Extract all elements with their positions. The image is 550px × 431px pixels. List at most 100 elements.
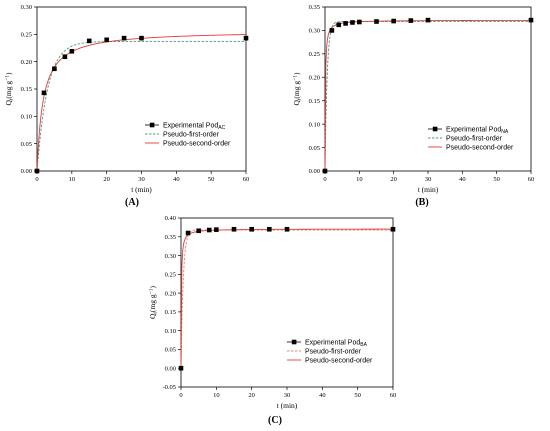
experimental-point xyxy=(284,226,290,232)
y-tick-label: 0.40 xyxy=(165,215,176,222)
y-axis-label: Qt(mg g−1) xyxy=(292,72,303,106)
x-tick-label: 50 xyxy=(493,176,500,183)
legend-label: Pseudo-first-order xyxy=(446,135,503,142)
chart-panel-1: 0 10 20 30 40 50 60 0.00 0.05 0.10 0.15 0.20 0.25 0.3… xyxy=(4,4,249,208)
y-label-symbol: Q xyxy=(148,313,157,319)
experimental-point xyxy=(62,54,68,60)
y-label-close: ) xyxy=(292,72,301,75)
x-tick-label: 30 xyxy=(138,176,145,183)
x-tick-label: 40 xyxy=(173,176,180,183)
legend-text: Pseudo-first-order xyxy=(446,135,503,142)
experimental-point xyxy=(121,35,127,41)
legend-text: Experimental Pod xyxy=(305,339,360,346)
y-tick-label: 0.35 xyxy=(165,234,176,241)
legend-marker xyxy=(432,126,438,132)
x-tick-label: 40 xyxy=(459,176,466,183)
y-tick-label: 0.20 xyxy=(21,59,32,66)
x-tick-label: 60 xyxy=(528,176,535,183)
y-label-subscript: t xyxy=(297,98,303,100)
experimental-point xyxy=(374,19,379,24)
x-tick-label: 20 xyxy=(248,392,255,399)
experimental-point xyxy=(139,35,144,41)
y-tick-label: 0.30 xyxy=(21,4,32,11)
legend-label: Pseudo-second-order xyxy=(446,144,514,151)
x-tick-label: 20 xyxy=(103,176,110,183)
experimental-point xyxy=(390,226,396,232)
legend-label: Pseudo-first-order xyxy=(305,348,362,355)
x-tick-label: 40 xyxy=(319,392,326,399)
y-label-unit: (mg g xyxy=(292,81,301,99)
y-tick-label: 0.25 xyxy=(165,272,176,279)
legend-label: Experimental PodAC xyxy=(163,122,226,131)
experimental-point xyxy=(52,66,57,72)
y-axis-label: Qt(mg g−1) xyxy=(148,285,159,319)
y-tick-label: 0.15 xyxy=(21,86,32,93)
x-axis-label: t (min) xyxy=(131,185,152,194)
y-label-unit: (mg g xyxy=(4,81,13,99)
experimental-point xyxy=(357,19,362,25)
experimental-point xyxy=(206,227,212,233)
x-tick-label: 50 xyxy=(354,392,361,399)
y-label-exponent: −1 xyxy=(293,75,299,81)
y-label-close: ) xyxy=(148,285,157,288)
legend-marker xyxy=(291,339,297,345)
y-axis-label: Qt(mg g−1) xyxy=(4,72,15,106)
y-tick-label: 0.10 xyxy=(309,121,320,128)
legend-label: Pseudo-second-order xyxy=(305,357,373,364)
panel-label: (B) xyxy=(415,197,428,208)
legend-text: Experimental Pod xyxy=(163,122,218,129)
y-tick-label: 0.30 xyxy=(309,28,320,35)
legend-label: Pseudo-first-order xyxy=(163,131,220,138)
legend-text: Experimental Pod xyxy=(446,126,501,133)
y-label-exponent: −1 xyxy=(149,288,155,294)
experimental-point xyxy=(350,20,355,25)
y-tick-label: 0.35 xyxy=(309,4,320,11)
experimental-point xyxy=(69,48,75,54)
experimental-point xyxy=(267,226,272,232)
panel-label: (A) xyxy=(125,197,139,208)
y-label-exponent: −1 xyxy=(5,75,11,81)
y-tick-label: 0.00 xyxy=(21,168,32,175)
y-tick-label: 0.20 xyxy=(309,74,320,81)
experimental-point xyxy=(343,21,348,26)
experimental-point xyxy=(41,90,47,96)
x-tick-label: 0 xyxy=(179,392,182,399)
experimental-point xyxy=(104,37,109,43)
chart-panel-2: 0 10 20 30 40 50 60 0.00 0.05 0.10 0.15 0.20 0.25 0.3… xyxy=(292,4,534,208)
y-tick-label: 0.25 xyxy=(21,32,32,39)
x-tick-label: 10 xyxy=(69,176,76,183)
experimental-point xyxy=(196,228,201,234)
experimental-point xyxy=(231,226,237,232)
experimental-point xyxy=(408,18,414,23)
experimental-point xyxy=(322,168,328,174)
experimental-point xyxy=(391,18,396,24)
y-tick-label: 0.05 xyxy=(309,145,320,152)
y-tick-label: 0.00 xyxy=(165,365,176,372)
x-tick-label: 60 xyxy=(390,392,397,399)
y-tick-label: 0.15 xyxy=(165,309,176,316)
y-tick-label: 0.10 xyxy=(21,114,32,121)
experimental-point xyxy=(86,38,92,44)
x-axis-label: t (min) xyxy=(277,401,298,410)
experimental-point xyxy=(243,35,249,41)
pseudo-first-order-line xyxy=(36,40,246,172)
x-tick-label: 60 xyxy=(243,176,250,183)
legend-text: Pseudo-first-order xyxy=(305,348,362,355)
legend-marker xyxy=(149,122,155,128)
y-label-symbol: Q xyxy=(292,100,301,106)
x-tick-label: 20 xyxy=(390,176,397,183)
x-tick-label: 10 xyxy=(356,176,363,183)
y-label-subscript: t xyxy=(9,98,15,100)
pseudo-second-order-line xyxy=(36,34,247,172)
x-tick-label: 50 xyxy=(208,176,215,183)
experimental-point xyxy=(185,230,191,236)
legend-label: Experimental PodBA xyxy=(305,339,368,348)
y-label-unit: (mg g xyxy=(148,294,157,312)
legend-text: Pseudo-second-order xyxy=(163,140,231,147)
x-tick-label: 0 xyxy=(323,176,326,183)
legend-text: Pseudo-first-order xyxy=(163,131,220,138)
